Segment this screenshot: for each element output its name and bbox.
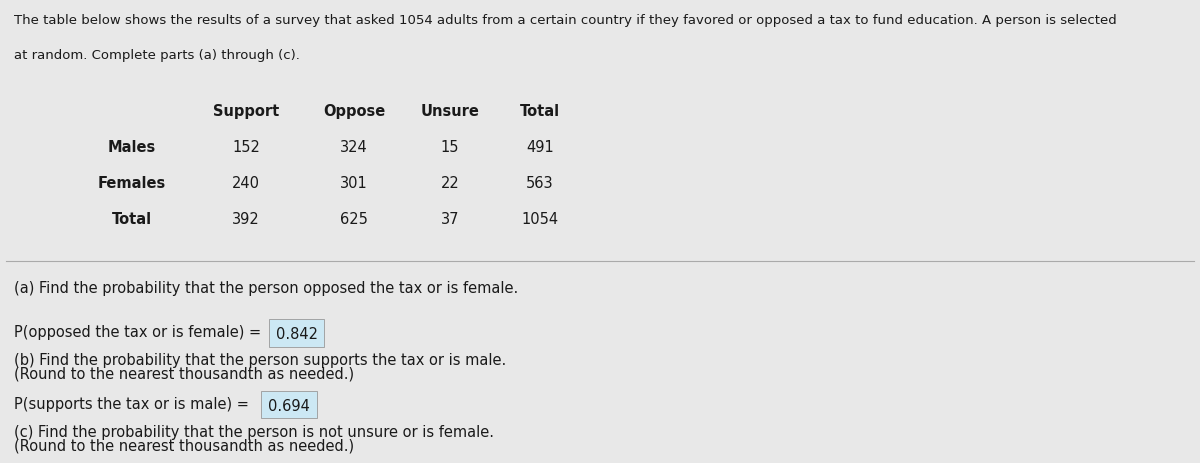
Text: 563: 563	[526, 175, 554, 190]
Text: 22: 22	[440, 175, 460, 190]
Text: 392: 392	[232, 211, 260, 226]
Text: Support: Support	[212, 104, 280, 119]
Text: The table below shows the results of a survey that asked 1054 adults from a cert: The table below shows the results of a s…	[14, 14, 1117, 27]
Text: (b) Find the probability that the person supports the tax or is male.: (b) Find the probability that the person…	[14, 352, 506, 367]
Text: (c) Find the probability that the person is not unsure or is female.: (c) Find the probability that the person…	[14, 424, 494, 438]
Text: Unsure: Unsure	[420, 104, 480, 119]
Text: Males: Males	[108, 140, 156, 155]
Text: Total: Total	[112, 211, 152, 226]
Text: 152: 152	[232, 140, 260, 155]
Text: 324: 324	[340, 140, 368, 155]
Text: P(opposed the tax or is female) =: P(opposed the tax or is female) =	[14, 324, 266, 339]
FancyBboxPatch shape	[269, 319, 324, 347]
Text: 625: 625	[340, 211, 368, 226]
Text: 15: 15	[440, 140, 460, 155]
Text: Females: Females	[98, 175, 166, 190]
Text: 301: 301	[340, 175, 368, 190]
Text: (Round to the nearest thousandth as needed.): (Round to the nearest thousandth as need…	[14, 438, 354, 452]
Text: 0.842: 0.842	[276, 326, 318, 341]
Text: 240: 240	[232, 175, 260, 190]
Text: 1054: 1054	[522, 211, 558, 226]
Text: at random. Complete parts (a) through (c).: at random. Complete parts (a) through (c…	[14, 49, 300, 62]
Text: Total: Total	[520, 104, 560, 119]
Text: Oppose: Oppose	[323, 104, 385, 119]
Text: (Round to the nearest thousandth as needed.): (Round to the nearest thousandth as need…	[14, 366, 354, 381]
Text: 491: 491	[526, 140, 554, 155]
Text: 0.694: 0.694	[268, 398, 310, 413]
Text: P(supports the tax or is male) =: P(supports the tax or is male) =	[14, 396, 254, 411]
Text: (a) Find the probability that the person opposed the tax or is female.: (a) Find the probability that the person…	[14, 280, 518, 295]
Text: 37: 37	[440, 211, 460, 226]
FancyBboxPatch shape	[262, 391, 317, 419]
